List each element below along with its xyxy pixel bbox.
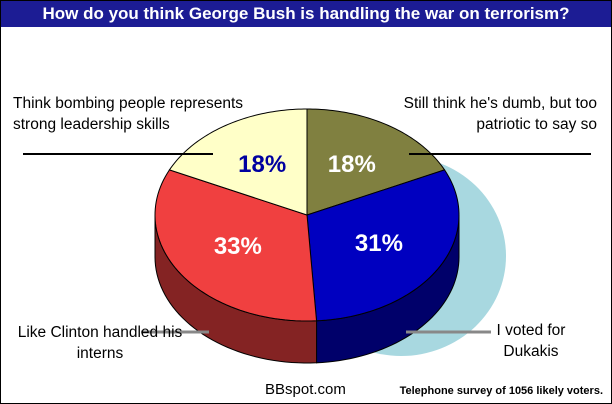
value-label: 33% xyxy=(214,233,262,260)
category-label: I voted for Dukakis xyxy=(496,322,566,360)
category-label: Like Clinton handled his interns xyxy=(17,324,183,362)
category-label: Still think he's dumb, but too patriotic… xyxy=(403,95,597,133)
source: BBspot.com xyxy=(265,381,346,398)
value-label: 18% xyxy=(238,151,286,178)
category-label: Think bombing people represents strong l… xyxy=(13,95,244,133)
slice xyxy=(154,169,318,322)
value-label: 18% xyxy=(328,151,376,178)
slice xyxy=(306,169,460,322)
value-label: 31% xyxy=(355,230,403,257)
chart-title: How do you think George Bush is handling… xyxy=(1,1,611,27)
note: Telephone survey of 1056 likely voters. xyxy=(399,385,603,397)
